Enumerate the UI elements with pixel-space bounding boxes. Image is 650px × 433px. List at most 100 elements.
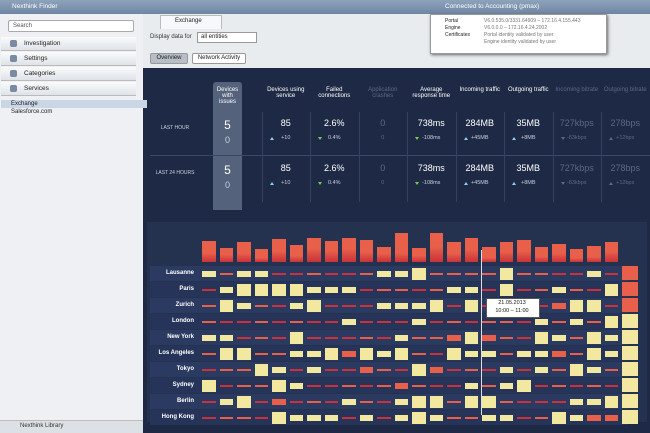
sidebar-item[interactable]: Exchange [1, 100, 147, 108]
heat-cell [289, 369, 303, 371]
heat-cell [394, 383, 408, 389]
heat-cell [517, 401, 531, 403]
library-link[interactable]: Nexthink Library [20, 423, 64, 429]
heat-cell [499, 415, 513, 421]
heat-cell [534, 401, 548, 403]
edge-cell [622, 330, 638, 344]
heat-cell [377, 385, 391, 387]
heat-cell [324, 348, 338, 360]
search-box[interactable]: Search [8, 20, 134, 32]
heat-cell [394, 348, 408, 360]
metric-value: 5 [224, 118, 231, 132]
heat-cell [307, 385, 321, 387]
metric-value: 35MB [516, 163, 540, 173]
heat-cell [272, 412, 286, 424]
volume-bar [604, 241, 618, 262]
sidebar-item[interactable]: Salesforce.com [11, 109, 53, 115]
heat-cell [342, 385, 356, 387]
heat-cell [237, 271, 251, 277]
section-header[interactable] [1, 37, 136, 51]
view-button[interactable]: Network Activity [192, 53, 246, 64]
heat-cell [447, 348, 461, 360]
volume-bar [429, 232, 443, 262]
heat-cell [447, 417, 461, 419]
heat-cell [464, 383, 478, 389]
metric-delta: 0 [224, 135, 230, 145]
section-label[interactable]: Services [24, 85, 49, 92]
heat-cell [272, 380, 286, 392]
heat-cell [254, 353, 268, 355]
heat-cell [552, 369, 566, 371]
heat-cell [464, 332, 478, 344]
heat-cell [412, 412, 426, 424]
column-divider [407, 112, 408, 202]
heat-cell [377, 351, 391, 357]
heat-cell [237, 369, 251, 371]
heat-cell [482, 335, 496, 341]
section-header[interactable] [1, 67, 136, 81]
heat-cell [447, 369, 461, 371]
heat-cell [202, 335, 216, 341]
metric-delta: -83kbps [566, 180, 587, 186]
metric-value: 727kbps [559, 163, 594, 173]
heat-cell [202, 305, 216, 307]
trend-arrow [269, 137, 274, 140]
heat-cell [272, 399, 286, 405]
heat-cell [429, 300, 443, 312]
column-divider [310, 112, 311, 202]
heat-cell [202, 380, 216, 392]
heat-cell [324, 321, 338, 323]
heat-cell [359, 401, 373, 403]
column-divider [504, 112, 505, 202]
heat-cell [447, 321, 461, 323]
entity-select[interactable]: all entities [197, 32, 257, 43]
column-header: Application crashes [368, 87, 398, 99]
location-label: Zurich [175, 302, 194, 308]
section-label[interactable]: Categories [24, 70, 56, 77]
heat-cell [534, 273, 548, 275]
location-label: Sydney [172, 382, 194, 388]
edge-cell [622, 346, 638, 360]
heat-cell [324, 369, 338, 371]
heat-cell [429, 396, 443, 408]
heat-cell [307, 337, 321, 339]
metric-value: 278bps [610, 118, 641, 128]
heat-cell [604, 351, 618, 357]
heat-cell [359, 321, 373, 323]
heat-cell [307, 300, 321, 312]
heat-cell [394, 321, 408, 323]
trend-arrow [512, 137, 516, 140]
heat-cell [482, 351, 496, 357]
heat-cell [377, 417, 391, 419]
view-button[interactable]: Overview [150, 53, 188, 64]
section-header[interactable] [1, 82, 136, 96]
heat-cell [552, 385, 566, 387]
heat-cell [254, 364, 268, 376]
heat-cell [289, 284, 303, 296]
heat-cell [237, 321, 251, 323]
heat-cell [202, 369, 216, 371]
section-label[interactable]: Settings [24, 55, 48, 62]
connection-status[interactable]: Connected to Accounting (pmax) [445, 3, 540, 10]
metric-delta: -83kbps [566, 135, 587, 141]
edge-cell [622, 282, 638, 296]
section-header[interactable] [1, 52, 136, 66]
section-icon [10, 55, 17, 62]
heat-cell [307, 367, 321, 373]
section-icon [10, 85, 17, 92]
tooltip-text: 21.05.2013 [498, 300, 526, 306]
heat-cell [534, 319, 548, 325]
metric-value: 284MB [465, 118, 495, 128]
section-label[interactable]: Investigation [24, 40, 61, 47]
heat-cell [587, 271, 601, 277]
heat-cell [412, 364, 426, 376]
heat-cell [272, 305, 286, 307]
heat-cell [289, 273, 303, 275]
column-header: Outgoing traffic [507, 87, 549, 93]
tab[interactable] [160, 15, 222, 29]
heat-cell [534, 385, 548, 387]
metric-value: 0 [380, 163, 386, 173]
heat-cell [359, 273, 373, 275]
heat-cell [289, 401, 303, 403]
heat-cell [289, 303, 303, 309]
